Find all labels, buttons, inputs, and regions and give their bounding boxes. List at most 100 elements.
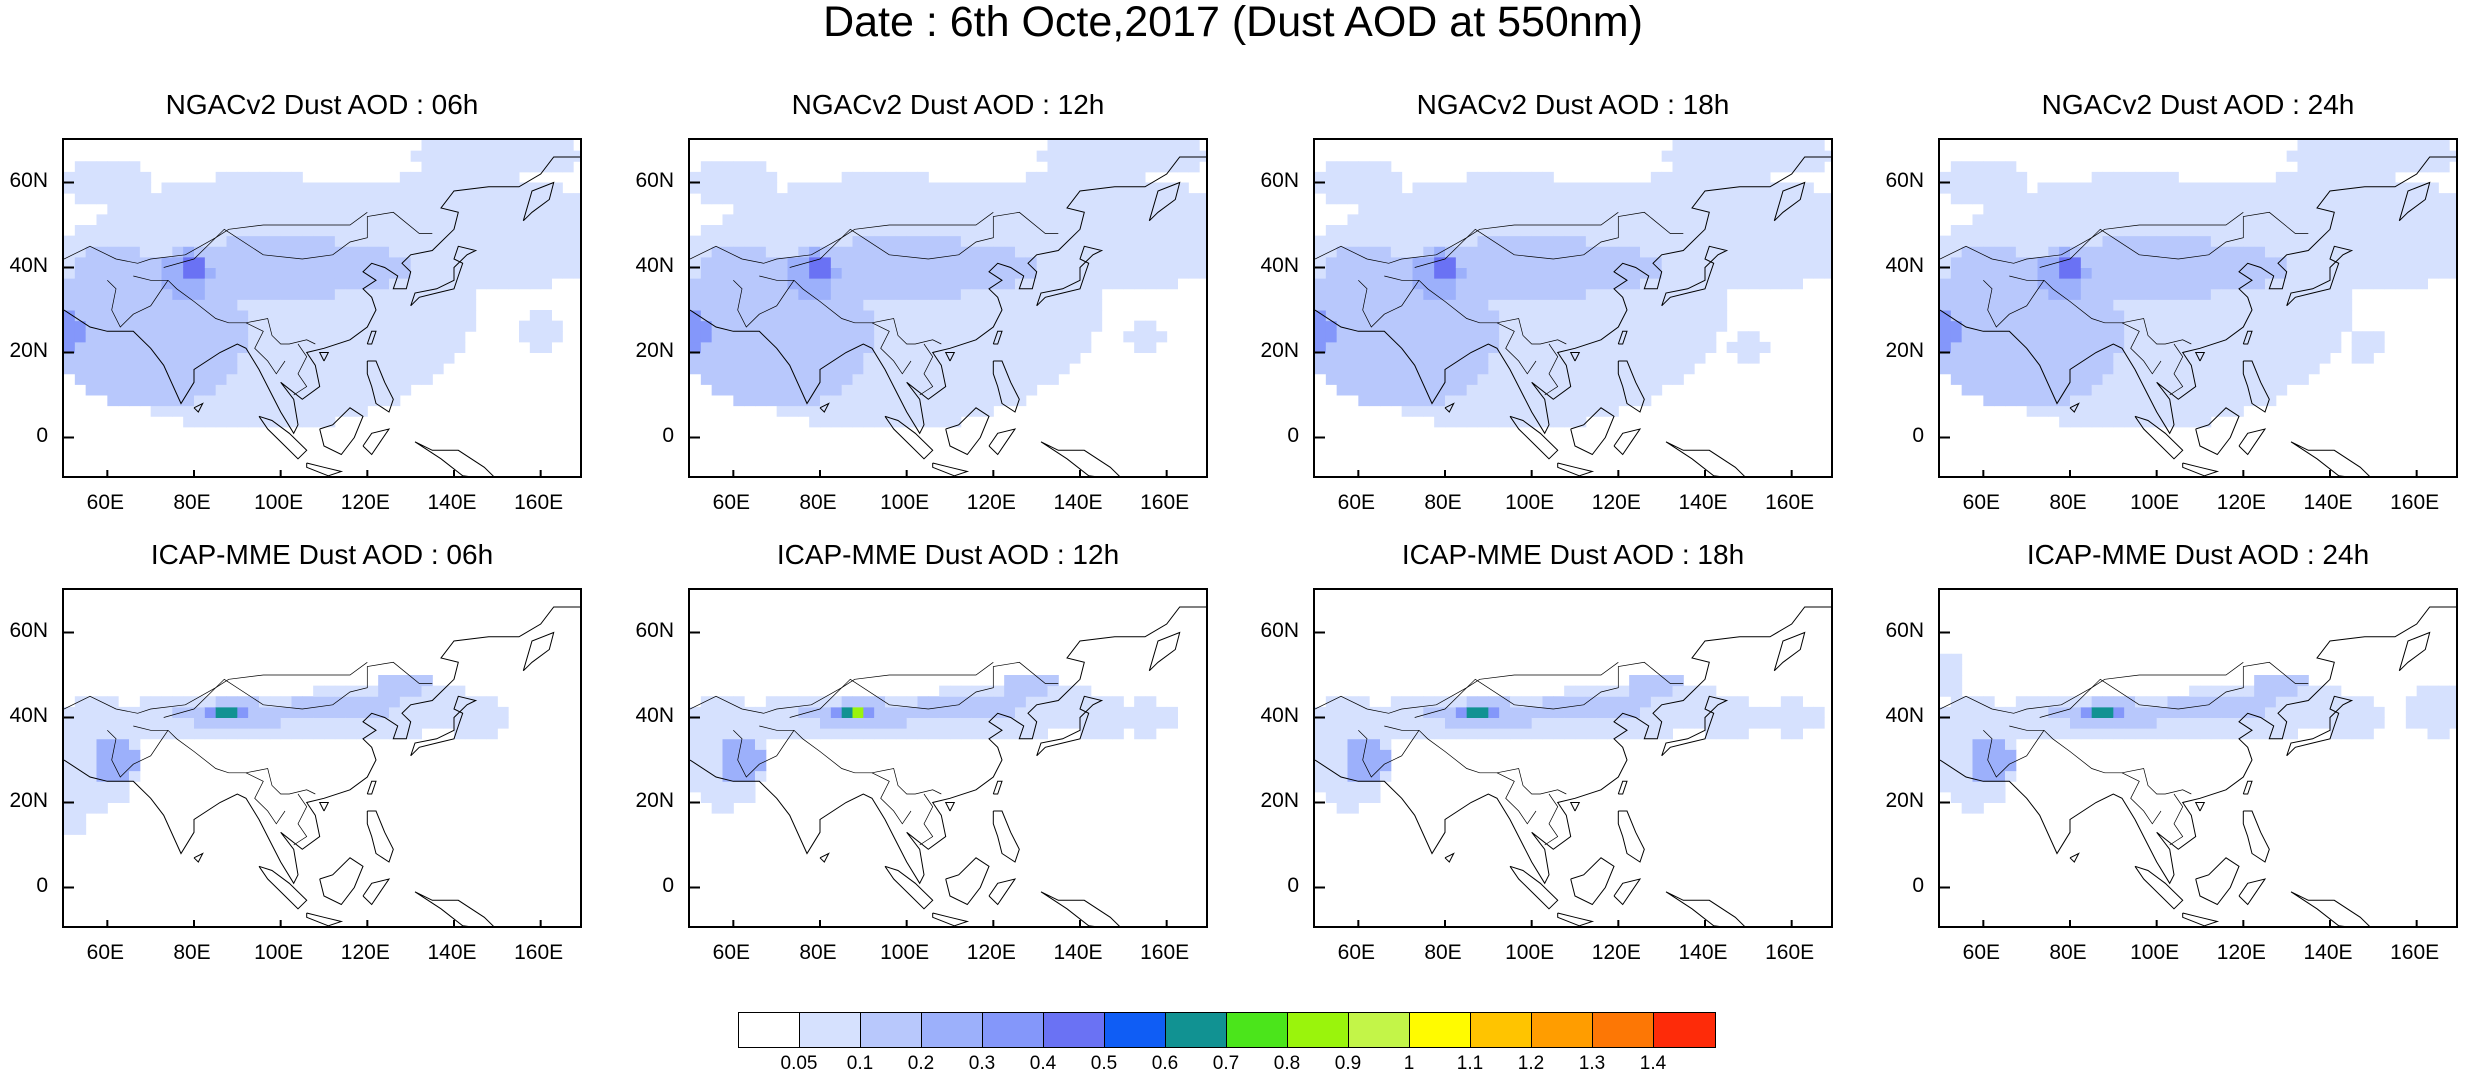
aod-cell bbox=[335, 395, 346, 406]
aod-cell bbox=[1683, 299, 1694, 310]
aod-cell bbox=[1651, 331, 1662, 342]
aod-cell bbox=[2146, 299, 2157, 310]
aod-cell bbox=[172, 214, 183, 225]
aod-cell bbox=[744, 236, 755, 247]
aod-cell bbox=[443, 151, 454, 162]
aod-cell bbox=[2341, 204, 2352, 215]
aod-cell bbox=[1651, 686, 1662, 697]
lat-label: 20N bbox=[626, 340, 674, 362]
aod-cell bbox=[918, 321, 929, 332]
lat-label: 40N bbox=[626, 255, 674, 277]
aod-cell bbox=[1358, 204, 1369, 215]
aod-cell bbox=[1037, 214, 1048, 225]
aod-cell bbox=[140, 363, 151, 374]
aod-cell bbox=[1586, 353, 1597, 364]
aod-cell bbox=[2352, 246, 2363, 257]
aod-cell bbox=[842, 696, 853, 707]
aod-cell bbox=[162, 289, 173, 300]
aod-cell bbox=[237, 395, 248, 406]
aod-cell bbox=[2146, 193, 2157, 204]
aod-cell bbox=[2330, 321, 2341, 332]
aod-cell bbox=[324, 204, 335, 215]
aod-cell bbox=[335, 193, 346, 204]
aod-cell bbox=[950, 374, 961, 385]
aod-cell bbox=[863, 268, 874, 279]
aod-cell bbox=[1037, 353, 1048, 364]
aod-cell bbox=[1532, 183, 1543, 194]
aod-cell bbox=[1759, 193, 1770, 204]
aod-cell bbox=[2384, 193, 2395, 204]
aod-cell bbox=[1423, 268, 1434, 279]
aod-cell bbox=[1015, 268, 1026, 279]
aod-cell bbox=[129, 236, 140, 247]
aod-cell bbox=[162, 268, 173, 279]
aod-cell bbox=[1478, 707, 1489, 718]
aod-cell bbox=[1423, 406, 1434, 417]
aod-cell bbox=[2341, 268, 2352, 279]
aod-cell bbox=[1962, 299, 1973, 310]
aod-cell bbox=[86, 236, 97, 247]
aod-cell bbox=[2276, 374, 2287, 385]
lat-label: 40N bbox=[0, 705, 48, 727]
aod-cell bbox=[1167, 214, 1178, 225]
aod-cell bbox=[86, 342, 97, 353]
aod-cell bbox=[183, 707, 194, 718]
aod-cell bbox=[2016, 395, 2027, 406]
aod-cell bbox=[2287, 225, 2298, 236]
aod-cell bbox=[2092, 268, 2103, 279]
aod-cell bbox=[86, 225, 97, 236]
aod-cell bbox=[701, 363, 712, 374]
aod-cell bbox=[248, 718, 259, 729]
aod-cell bbox=[788, 342, 799, 353]
aod-cell bbox=[1564, 236, 1575, 247]
lon-label: 60E bbox=[1946, 492, 2016, 514]
aod-cell bbox=[1434, 236, 1445, 247]
aod-cell bbox=[1048, 204, 1059, 215]
aod-cell bbox=[2124, 331, 2135, 342]
aod-cell bbox=[64, 771, 75, 782]
aod-cell bbox=[2222, 183, 2233, 194]
aod-cell bbox=[497, 236, 508, 247]
aod-cell bbox=[723, 225, 734, 236]
aod-cell bbox=[1402, 278, 1413, 289]
aod-cell bbox=[1564, 299, 1575, 310]
aod-cell bbox=[939, 257, 950, 268]
aod-cell bbox=[1586, 331, 1597, 342]
aod-cell bbox=[2330, 331, 2341, 342]
aod-cell bbox=[508, 278, 519, 289]
aod-cell bbox=[205, 363, 216, 374]
aod-cell bbox=[411, 374, 422, 385]
aod-cell bbox=[1026, 331, 1037, 342]
aod-cell bbox=[411, 342, 422, 353]
aod-cell bbox=[1123, 225, 1134, 236]
aod-cell bbox=[1824, 204, 1833, 215]
aod-cell bbox=[2005, 728, 2016, 739]
aod-cell bbox=[2027, 321, 2038, 332]
aod-cell bbox=[454, 310, 465, 321]
aod-cell bbox=[2103, 696, 2114, 707]
aod-cell bbox=[2103, 204, 2114, 215]
aod-cell bbox=[733, 183, 744, 194]
aod-cell bbox=[1543, 214, 1554, 225]
aod-cell bbox=[1510, 718, 1521, 729]
aod-cell bbox=[1564, 321, 1575, 332]
aod-cell bbox=[281, 204, 292, 215]
aod-cell bbox=[1467, 406, 1478, 417]
aod-cell bbox=[1532, 299, 1543, 310]
aod-cell bbox=[346, 384, 357, 395]
aod-cell bbox=[1315, 363, 1326, 374]
aod-cell bbox=[2189, 321, 2200, 332]
aod-cell bbox=[2157, 718, 2168, 729]
aod-cell bbox=[1510, 204, 1521, 215]
coastline bbox=[885, 866, 933, 909]
aod-cell bbox=[75, 246, 86, 257]
aod-cell bbox=[788, 214, 799, 225]
aod-cell bbox=[216, 310, 227, 321]
aod-cell bbox=[1145, 718, 1156, 729]
aod-cell bbox=[777, 374, 788, 385]
aod-cell bbox=[357, 686, 368, 697]
aod-cell bbox=[465, 204, 476, 215]
aod-cell bbox=[1456, 214, 1467, 225]
aod-cell bbox=[788, 395, 799, 406]
aod-cell bbox=[1770, 246, 1781, 257]
